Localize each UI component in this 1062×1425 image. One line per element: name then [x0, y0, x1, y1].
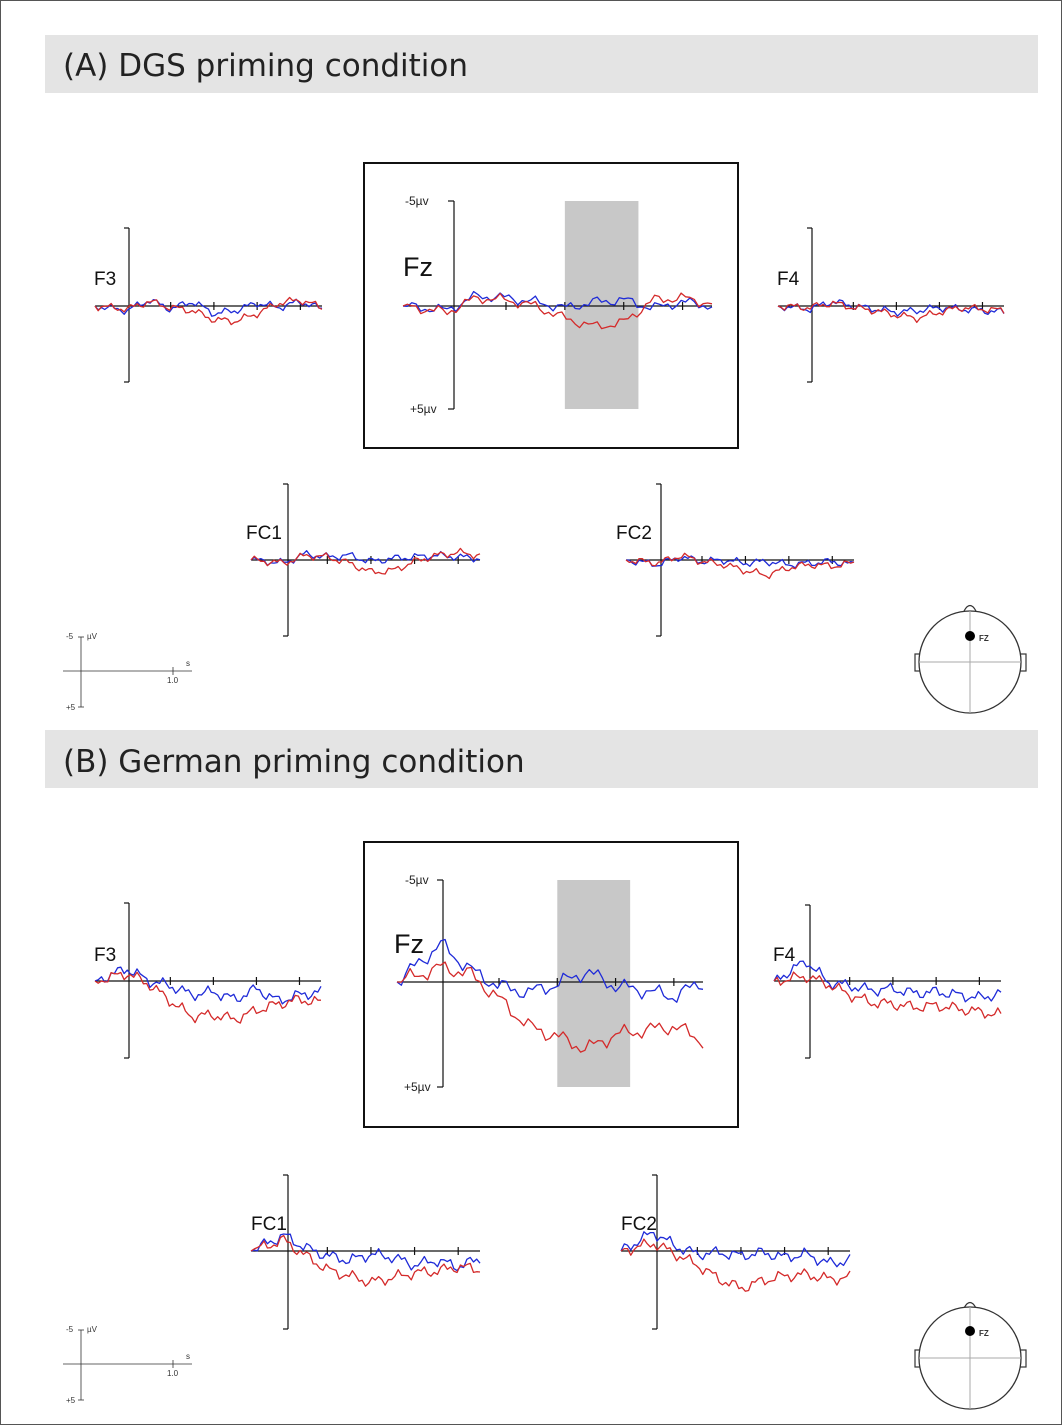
channel-a-fc1: FC1	[246, 483, 481, 637]
highlight-window	[564, 201, 639, 409]
panel-b-fz-frame	[363, 841, 739, 1128]
trace-condition_2	[402, 292, 713, 330]
trace-condition_2	[777, 300, 1005, 324]
trace-condition_1	[250, 1233, 481, 1272]
channel-label: Fz	[394, 929, 424, 959]
trace-condition_2	[250, 547, 481, 575]
panel-a-scale-legend: -5 µV +5 s 1.0	[63, 632, 192, 712]
channel-a-f3: F3	[94, 227, 323, 383]
panel-a-head-nose	[963, 604, 977, 612]
trace-condition_2	[250, 1234, 481, 1287]
channel-a-fc2: FC2	[616, 483, 855, 637]
trace-condition_2	[773, 971, 1002, 1019]
panel-b-fz-bottom-label: +5µv	[404, 1080, 431, 1094]
panel-b-scale-x-unit: s	[186, 1352, 190, 1361]
panel-a-head-map: FZ	[914, 604, 1027, 714]
panel-b-head-map: FZ	[914, 1301, 1027, 1410]
trace-condition_1	[773, 960, 1002, 1003]
trace-condition_2	[620, 1238, 851, 1292]
trace-condition_2	[94, 971, 321, 1024]
channel-label: F4	[777, 269, 800, 290]
trace-condition_1	[396, 938, 704, 1003]
panel-a-head-electrode	[965, 631, 975, 641]
panel-a-fz-bottom-label: +5µv	[410, 402, 437, 416]
channel-label: FC1	[251, 1214, 287, 1235]
trace-condition_2	[94, 296, 323, 326]
panel-b-scale-top: -5	[66, 1325, 74, 1334]
panel-b-head-electrode	[965, 1326, 975, 1336]
channel-label: F4	[773, 945, 796, 966]
panel-b-scale-legend: -5 µV +5 s 1.0	[63, 1325, 192, 1405]
channel-label: Fz	[403, 252, 433, 282]
panel-a-scale-x-unit: s	[186, 659, 190, 668]
trace-condition_1	[402, 290, 713, 313]
panel-b-title-bar	[45, 730, 1038, 788]
channel-label: F3	[94, 269, 116, 290]
trace-condition_1	[777, 299, 1005, 317]
channel-b-fc2: FC2	[620, 1174, 851, 1330]
channel-plots: F3 Fz F4 FC1 FC2 F3 Fz F4 FC1 FC2	[94, 201, 1005, 1330]
trace-condition_1	[625, 555, 855, 569]
channel-label: FC1	[246, 523, 282, 544]
trace-condition_1	[94, 298, 323, 317]
panel-a-fz-frame	[363, 162, 739, 449]
panel-a: (A) DGS priming condition -5µv +5µv -5 µ…	[45, 35, 1038, 714]
channel-label: FC2	[616, 523, 652, 544]
panel-b-scale-x-tick-label: 1.0	[167, 1369, 179, 1378]
channel-b-f3: F3	[94, 902, 322, 1059]
panel-b-scale-unit: µV	[87, 1325, 98, 1334]
panel-b: (B) German priming condition -5µv +5µv -…	[45, 730, 1038, 1410]
panel-a-scale-bottom: +5	[66, 703, 76, 712]
highlight-window	[557, 880, 631, 1087]
trace-condition_2	[396, 961, 704, 1053]
panel-a-scale-unit: µV	[87, 632, 98, 641]
channel-label: FC2	[621, 1214, 657, 1235]
panel-a-scale-top: -5	[66, 632, 74, 641]
channel-b-fc1: FC1	[250, 1174, 481, 1330]
panel-b-title: (B) German priming condition	[63, 744, 525, 780]
panel-b-head-label: FZ	[979, 1329, 989, 1338]
channel-b-fz: Fz	[394, 880, 704, 1087]
trace-condition_1	[94, 966, 322, 1005]
channel-a-f4: F4	[777, 227, 1005, 383]
panel-a-head-label: FZ	[979, 634, 989, 643]
channel-label: F3	[94, 945, 116, 966]
panel-a-scale-x-tick-label: 1.0	[167, 676, 179, 685]
panel-a-title: (A) DGS priming condition	[63, 48, 468, 84]
panel-a-title-bar	[45, 35, 1038, 93]
trace-condition_2	[625, 552, 855, 580]
channel-a-fz: Fz	[402, 201, 713, 409]
panel-b-scale-bottom: +5	[66, 1396, 76, 1405]
channel-b-f4: F4	[773, 904, 1002, 1059]
panel-a-fz-top-label: -5µv	[405, 194, 429, 208]
trace-condition_1	[620, 1231, 851, 1268]
panel-b-fz-top-label: -5µv	[405, 873, 429, 887]
